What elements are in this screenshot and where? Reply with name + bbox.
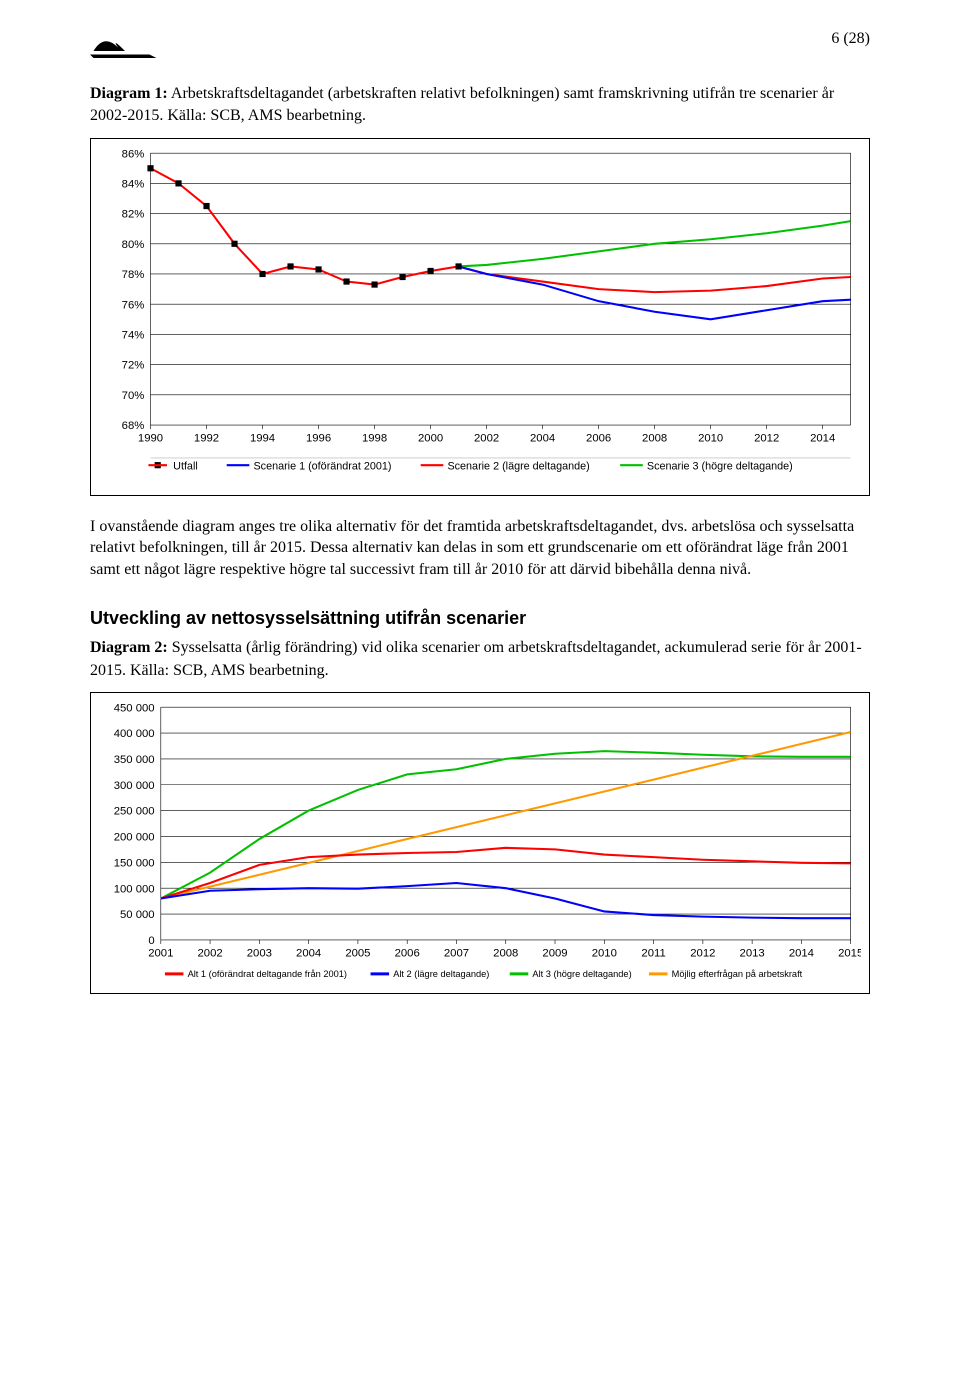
svg-text:2005: 2005 — [345, 948, 370, 960]
svg-text:72%: 72% — [122, 360, 145, 372]
svg-text:Scenarie 2 (lägre deltagande): Scenarie 2 (lägre deltagande) — [447, 460, 589, 472]
body-paragraph: I ovanstående diagram anges tre olika al… — [90, 516, 870, 581]
svg-text:Möjlig efterfrågan på arbetskr: Möjlig efterfrågan på arbetskraft — [672, 969, 803, 979]
svg-text:250 000: 250 000 — [114, 806, 155, 818]
svg-text:2013: 2013 — [740, 948, 765, 960]
diagram2-chart: 0 50 000 100 000 150 000 200 000 250 000 300 0… — [99, 701, 861, 989]
svg-text:2014: 2014 — [789, 948, 814, 960]
svg-text:Alt 3 (högre deltagande): Alt 3 (högre deltagande) — [532, 969, 631, 979]
svg-text:2004: 2004 — [296, 948, 321, 960]
svg-text:2012: 2012 — [754, 432, 779, 444]
diagram1-caption-text: Arbetskraftsdeltagandet (arbetskraften r… — [90, 85, 834, 124]
svg-text:2000: 2000 — [418, 432, 443, 444]
svg-text:Alt 1 (oförändrat deltagande f: Alt 1 (oförändrat deltagande från 2001) — [188, 969, 347, 979]
svg-text:1994: 1994 — [250, 432, 275, 444]
svg-text:2009: 2009 — [542, 948, 567, 960]
svg-text:68%: 68% — [122, 420, 145, 432]
svg-text:70%: 70% — [122, 390, 145, 402]
svg-text:2015: 2015 — [838, 948, 861, 960]
svg-text:2008: 2008 — [642, 432, 667, 444]
diagram1-caption-bold: Diagram 1: — [90, 85, 168, 102]
diagram2-caption-text: Sysselsatta (årlig förändring) vid olika… — [90, 639, 862, 678]
svg-text:0: 0 — [148, 935, 154, 947]
svg-text:1996: 1996 — [306, 432, 331, 444]
svg-text:Scenarie 3 (högre deltagande): Scenarie 3 (högre deltagande) — [647, 460, 793, 472]
svg-text:2002: 2002 — [474, 432, 499, 444]
svg-text:100 000: 100 000 — [114, 883, 155, 895]
svg-text:Utfall: Utfall — [173, 460, 198, 472]
diagram2-caption: Diagram 2: Sysselsatta (årlig förändring… — [90, 637, 870, 682]
svg-text:2001: 2001 — [148, 948, 173, 960]
diagram1-caption: Diagram 1: Arbetskraftsdeltagandet (arbe… — [90, 83, 870, 128]
svg-text:150 000: 150 000 — [114, 858, 155, 870]
svg-text:350 000: 350 000 — [114, 754, 155, 766]
svg-text:86%: 86% — [122, 148, 145, 160]
logo — [90, 30, 160, 63]
svg-text:76%: 76% — [122, 299, 145, 311]
svg-text:2003: 2003 — [247, 948, 272, 960]
svg-text:82%: 82% — [122, 208, 145, 220]
svg-text:Alt 2 (lägre deltagande): Alt 2 (lägre deltagande) — [393, 969, 489, 979]
diagram1-chart-frame: 68% 70% 72% 74% 76% 78% 80% 82% 84% 86% 1990 1992 19… — [90, 138, 870, 496]
svg-text:450 000: 450 000 — [114, 702, 155, 714]
svg-text:2002: 2002 — [197, 948, 222, 960]
svg-text:400 000: 400 000 — [114, 728, 155, 740]
svg-text:2006: 2006 — [395, 948, 420, 960]
section-heading: Utveckling av nettosysselsättning utifrå… — [90, 608, 870, 629]
svg-text:80%: 80% — [122, 239, 145, 251]
svg-text:Scenarie 1 (oförändrat 2001): Scenarie 1 (oförändrat 2001) — [253, 460, 391, 472]
svg-text:2014: 2014 — [810, 432, 835, 444]
svg-text:50 000: 50 000 — [120, 909, 155, 921]
page-number: 6 (28) — [831, 30, 870, 48]
svg-text:2011: 2011 — [641, 948, 665, 960]
svg-text:1992: 1992 — [194, 432, 219, 444]
svg-text:2006: 2006 — [586, 432, 611, 444]
svg-text:2004: 2004 — [530, 432, 555, 444]
diagram2-chart-frame: 0 50 000 100 000 150 000 200 000 250 000 300 0… — [90, 692, 870, 994]
svg-text:74%: 74% — [122, 329, 145, 341]
svg-text:2010: 2010 — [592, 948, 617, 960]
svg-text:1998: 1998 — [362, 432, 387, 444]
svg-text:1990: 1990 — [138, 432, 163, 444]
svg-text:2010: 2010 — [698, 432, 723, 444]
svg-text:2012: 2012 — [690, 948, 715, 960]
svg-text:78%: 78% — [122, 269, 145, 281]
diagram1-chart: 68% 70% 72% 74% 76% 78% 80% 82% 84% 86% 1990 1992 19… — [99, 147, 861, 487]
svg-text:84%: 84% — [122, 178, 145, 190]
svg-text:200 000: 200 000 — [114, 832, 155, 844]
svg-text:300 000: 300 000 — [114, 780, 155, 792]
svg-text:2007: 2007 — [444, 948, 469, 960]
svg-text:2008: 2008 — [493, 948, 518, 960]
diagram2-caption-bold: Diagram 2: — [90, 639, 168, 656]
